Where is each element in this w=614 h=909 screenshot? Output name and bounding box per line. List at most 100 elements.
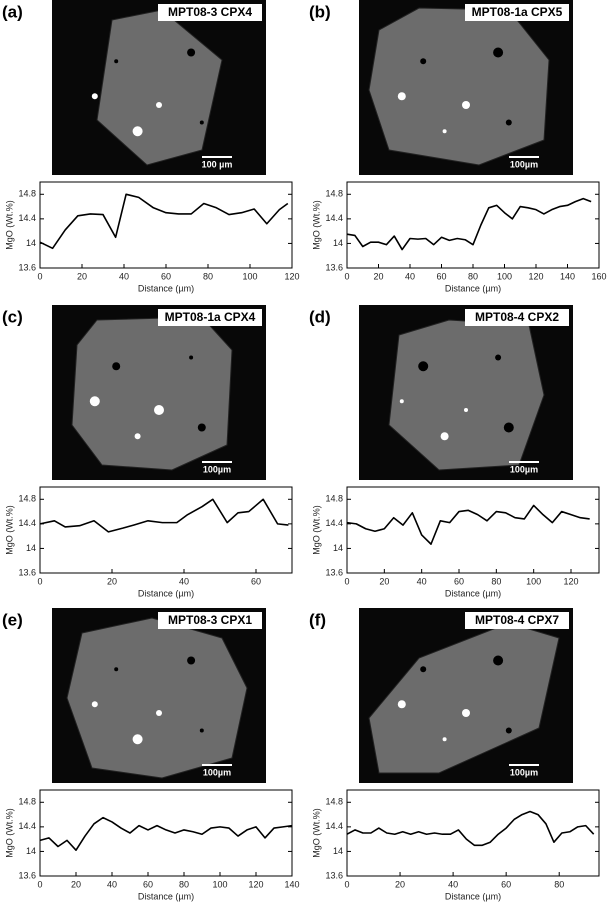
x-tick-label: 60 [143, 879, 153, 889]
x-tick-label: 20 [71, 879, 81, 889]
x-tick-label: 60 [454, 576, 464, 586]
image-label: MPT08-3 CPX1 [168, 613, 252, 627]
x-tick-label: 80 [179, 879, 189, 889]
x-tick-label: 0 [344, 271, 349, 281]
scale-label: 100µm [510, 767, 538, 777]
inclusion [442, 737, 447, 742]
plot-frame [346, 789, 600, 877]
y-tick-label: 14 [333, 238, 343, 248]
inclusion [114, 59, 119, 64]
x-tick-label: 100 [526, 576, 541, 586]
y-tick-label: 14 [26, 238, 36, 248]
inclusion [493, 655, 504, 666]
image-label-box [158, 309, 262, 326]
y-tick-label: 13.6 [325, 870, 343, 880]
inclusion [420, 666, 427, 673]
inclusion [189, 355, 194, 360]
y-tick-label: 14.4 [325, 518, 343, 528]
inclusion [197, 423, 206, 432]
inclusion [199, 120, 204, 125]
y-tick-label: 14.4 [325, 213, 343, 223]
x-tick-label: 0 [344, 879, 349, 889]
image-label: MPT08-3 CPX4 [168, 5, 252, 19]
x-tick-label: 0 [37, 271, 42, 281]
y-tick-label: 14.4 [18, 213, 36, 223]
y-tick-label: 14.8 [325, 494, 343, 504]
x-tick-label: 20 [77, 271, 87, 281]
image-label: MPT08-1a CPX5 [472, 5, 563, 19]
y-tick-label: 13.6 [18, 870, 36, 880]
plot-frame [39, 181, 293, 269]
x-tick-label: 120 [284, 271, 299, 281]
image-label: MPT08-4 CPX7 [475, 613, 559, 627]
panel-label: (a) [2, 2, 23, 21]
x-tick-label: 0 [37, 576, 42, 586]
x-tick-label: 100 [212, 879, 227, 889]
image-label: MPT08-1a CPX4 [165, 310, 256, 324]
image-label-box [465, 4, 569, 21]
image-label-box [465, 612, 569, 629]
y-tick-label: 13.6 [325, 567, 343, 577]
crystal [388, 319, 545, 471]
y-tick-label: 14.4 [18, 518, 36, 528]
y-axis-label: MgO (Wt.%) [4, 505, 14, 555]
x-axis-label: Distance (µm) [138, 588, 194, 598]
plot-frame [39, 789, 293, 877]
x-tick-label: 120 [563, 576, 578, 586]
image-label-box [158, 612, 262, 629]
y-tick-label: 13.6 [18, 567, 36, 577]
x-tick-label: 60 [436, 271, 446, 281]
scale-label: 100µm [510, 159, 538, 169]
inclusion [418, 361, 429, 372]
x-tick-label: 20 [395, 879, 405, 889]
x-tick-label: 0 [37, 879, 42, 889]
x-tick-label: 40 [119, 271, 129, 281]
panel-label: (c) [2, 307, 23, 326]
x-tick-label: 0 [344, 576, 349, 586]
panel-label: (e) [2, 610, 23, 629]
x-axis-label: Distance (µm) [445, 588, 501, 598]
y-axis-label: MgO (Wt.%) [4, 808, 14, 858]
inclusion [495, 354, 502, 361]
profile-line [346, 810, 595, 847]
profile-line [39, 498, 289, 533]
x-tick-label: 80 [491, 576, 501, 586]
y-tick-label: 14 [26, 543, 36, 553]
profile-line [39, 816, 293, 851]
inclusion [503, 422, 514, 433]
profile-line [39, 193, 289, 250]
x-axis-label: Distance (µm) [445, 283, 501, 293]
x-tick-label: 120 [248, 879, 263, 889]
x-tick-label: 40 [179, 576, 189, 586]
y-tick-label: 14.4 [18, 821, 36, 831]
plot-frame [39, 486, 293, 574]
inclusion [397, 92, 406, 101]
inclusion [440, 432, 449, 441]
x-tick-label: 60 [501, 879, 511, 889]
y-tick-label: 14 [333, 543, 343, 553]
inclusion [156, 710, 162, 716]
y-axis-label: MgO (Wt.%) [311, 808, 321, 858]
plot-frame [346, 486, 600, 574]
x-tick-label: 160 [591, 271, 606, 281]
inclusion [89, 396, 100, 407]
x-tick-label: 20 [107, 576, 117, 586]
x-tick-label: 100 [497, 271, 512, 281]
x-tick-label: 80 [468, 271, 478, 281]
x-tick-label: 40 [417, 576, 427, 586]
y-tick-label: 14.8 [18, 189, 36, 199]
inclusion [399, 399, 404, 404]
scale-label: 100µm [510, 464, 538, 474]
x-axis-label: Distance (µm) [445, 891, 501, 901]
crystal [66, 617, 248, 779]
y-tick-label: 14 [333, 846, 343, 856]
inclusion [505, 727, 512, 734]
inclusion [112, 362, 121, 371]
profile-line [346, 197, 592, 251]
inclusion [156, 102, 162, 108]
crystal [368, 7, 550, 166]
x-tick-label: 60 [251, 576, 261, 586]
x-tick-label: 60 [161, 271, 171, 281]
image-label: MPT08-4 CPX2 [475, 310, 559, 324]
inclusion [91, 701, 98, 708]
